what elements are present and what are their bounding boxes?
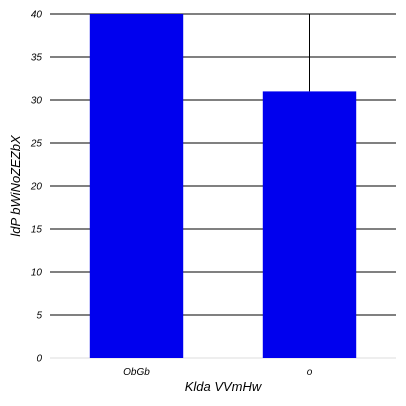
y-tick-label: 0 (36, 354, 42, 365)
bar-ObGb (89, 14, 184, 358)
x-tick-labels: ObGb o (123, 367, 313, 378)
x-tick-label: o (307, 367, 313, 378)
x-axis-label: Klda VVmHw (185, 379, 263, 394)
y-tick-label: 15 (31, 225, 43, 236)
y-tick-label: 5 (36, 311, 42, 322)
y-axis-label: ldP bWiNoZEZbX (8, 134, 23, 237)
bars (89, 14, 357, 359)
y-tick-labels: 0 5 10 15 20 25 30 35 40 (30, 10, 43, 365)
y-tick-label: 20 (30, 182, 43, 193)
y-tick-label: 10 (31, 268, 43, 279)
bar-o (262, 91, 357, 359)
y-tick-label: 35 (31, 53, 43, 64)
y-tick-label: 40 (31, 10, 43, 21)
y-tick-label: 30 (31, 96, 43, 107)
x-tick-label: ObGb (123, 367, 150, 378)
y-tick-label: 25 (30, 139, 43, 150)
